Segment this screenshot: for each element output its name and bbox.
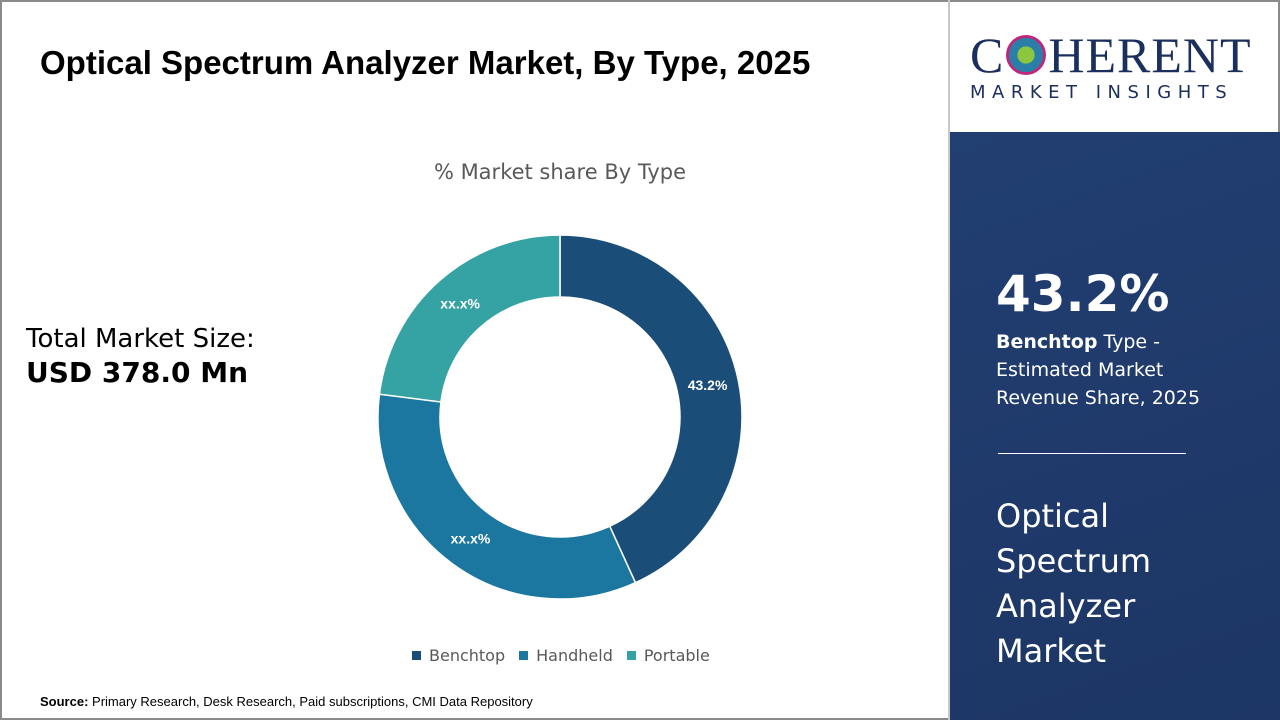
source-label: Source: [40, 694, 89, 709]
page-title: Optical Spectrum Analyzer Market, By Typ… [40, 44, 811, 81]
slice-benchtop [559, 234, 743, 584]
source-text: Primary Research, Desk Research, Paid su… [88, 694, 533, 709]
chart-legend: Benchtop Handheld Portable [412, 646, 710, 665]
divider [948, 0, 950, 720]
legend-swatch [412, 651, 421, 660]
total-market-size: Total Market Size: USD 378.0 Mn [26, 324, 255, 389]
total-label: Total Market Size: [26, 324, 255, 354]
side-panel [950, 132, 1280, 720]
legend-label: Benchtop [429, 646, 506, 665]
chart-title: % Market share By Type [433, 160, 687, 184]
legend-item-portable: Portable [626, 646, 710, 665]
market-name: Optical Spectrum Analyzer Market [996, 497, 1152, 670]
coherent-logo: C HERENT MARKET INSIGHTS [970, 30, 1260, 103]
slice-portable [378, 234, 561, 403]
total-value: USD 378.0 Mn [26, 356, 249, 389]
legend-swatch [626, 651, 636, 660]
legend-item-benchtop: Benchtop [412, 646, 505, 665]
highlight-description: Benchtop Type - Estimated Market Revenue… [996, 331, 1201, 409]
source-note: Source: Primary Research, Desk Research,… [40, 694, 533, 709]
legend-item-handheld: Handheld [519, 646, 613, 665]
legend-label: Portable [643, 646, 710, 665]
legend-swatch [519, 651, 529, 660]
donut-chart: 43.2% xx.x% xx.x% [377, 234, 743, 600]
legend-label: Handheld [536, 646, 613, 665]
panel-divider [998, 453, 1186, 454]
data-label-portable: xx.x% [440, 296, 480, 312]
data-label-benchtop: 43.2% [688, 377, 728, 393]
highlight-percent: 43.2% [996, 265, 1170, 323]
data-label-handheld: xx.x% [451, 531, 491, 547]
logo-subtitle: MARKET INSIGHTS [970, 82, 1234, 103]
slice-handheld [377, 393, 637, 600]
globe-icon [1006, 35, 1047, 75]
